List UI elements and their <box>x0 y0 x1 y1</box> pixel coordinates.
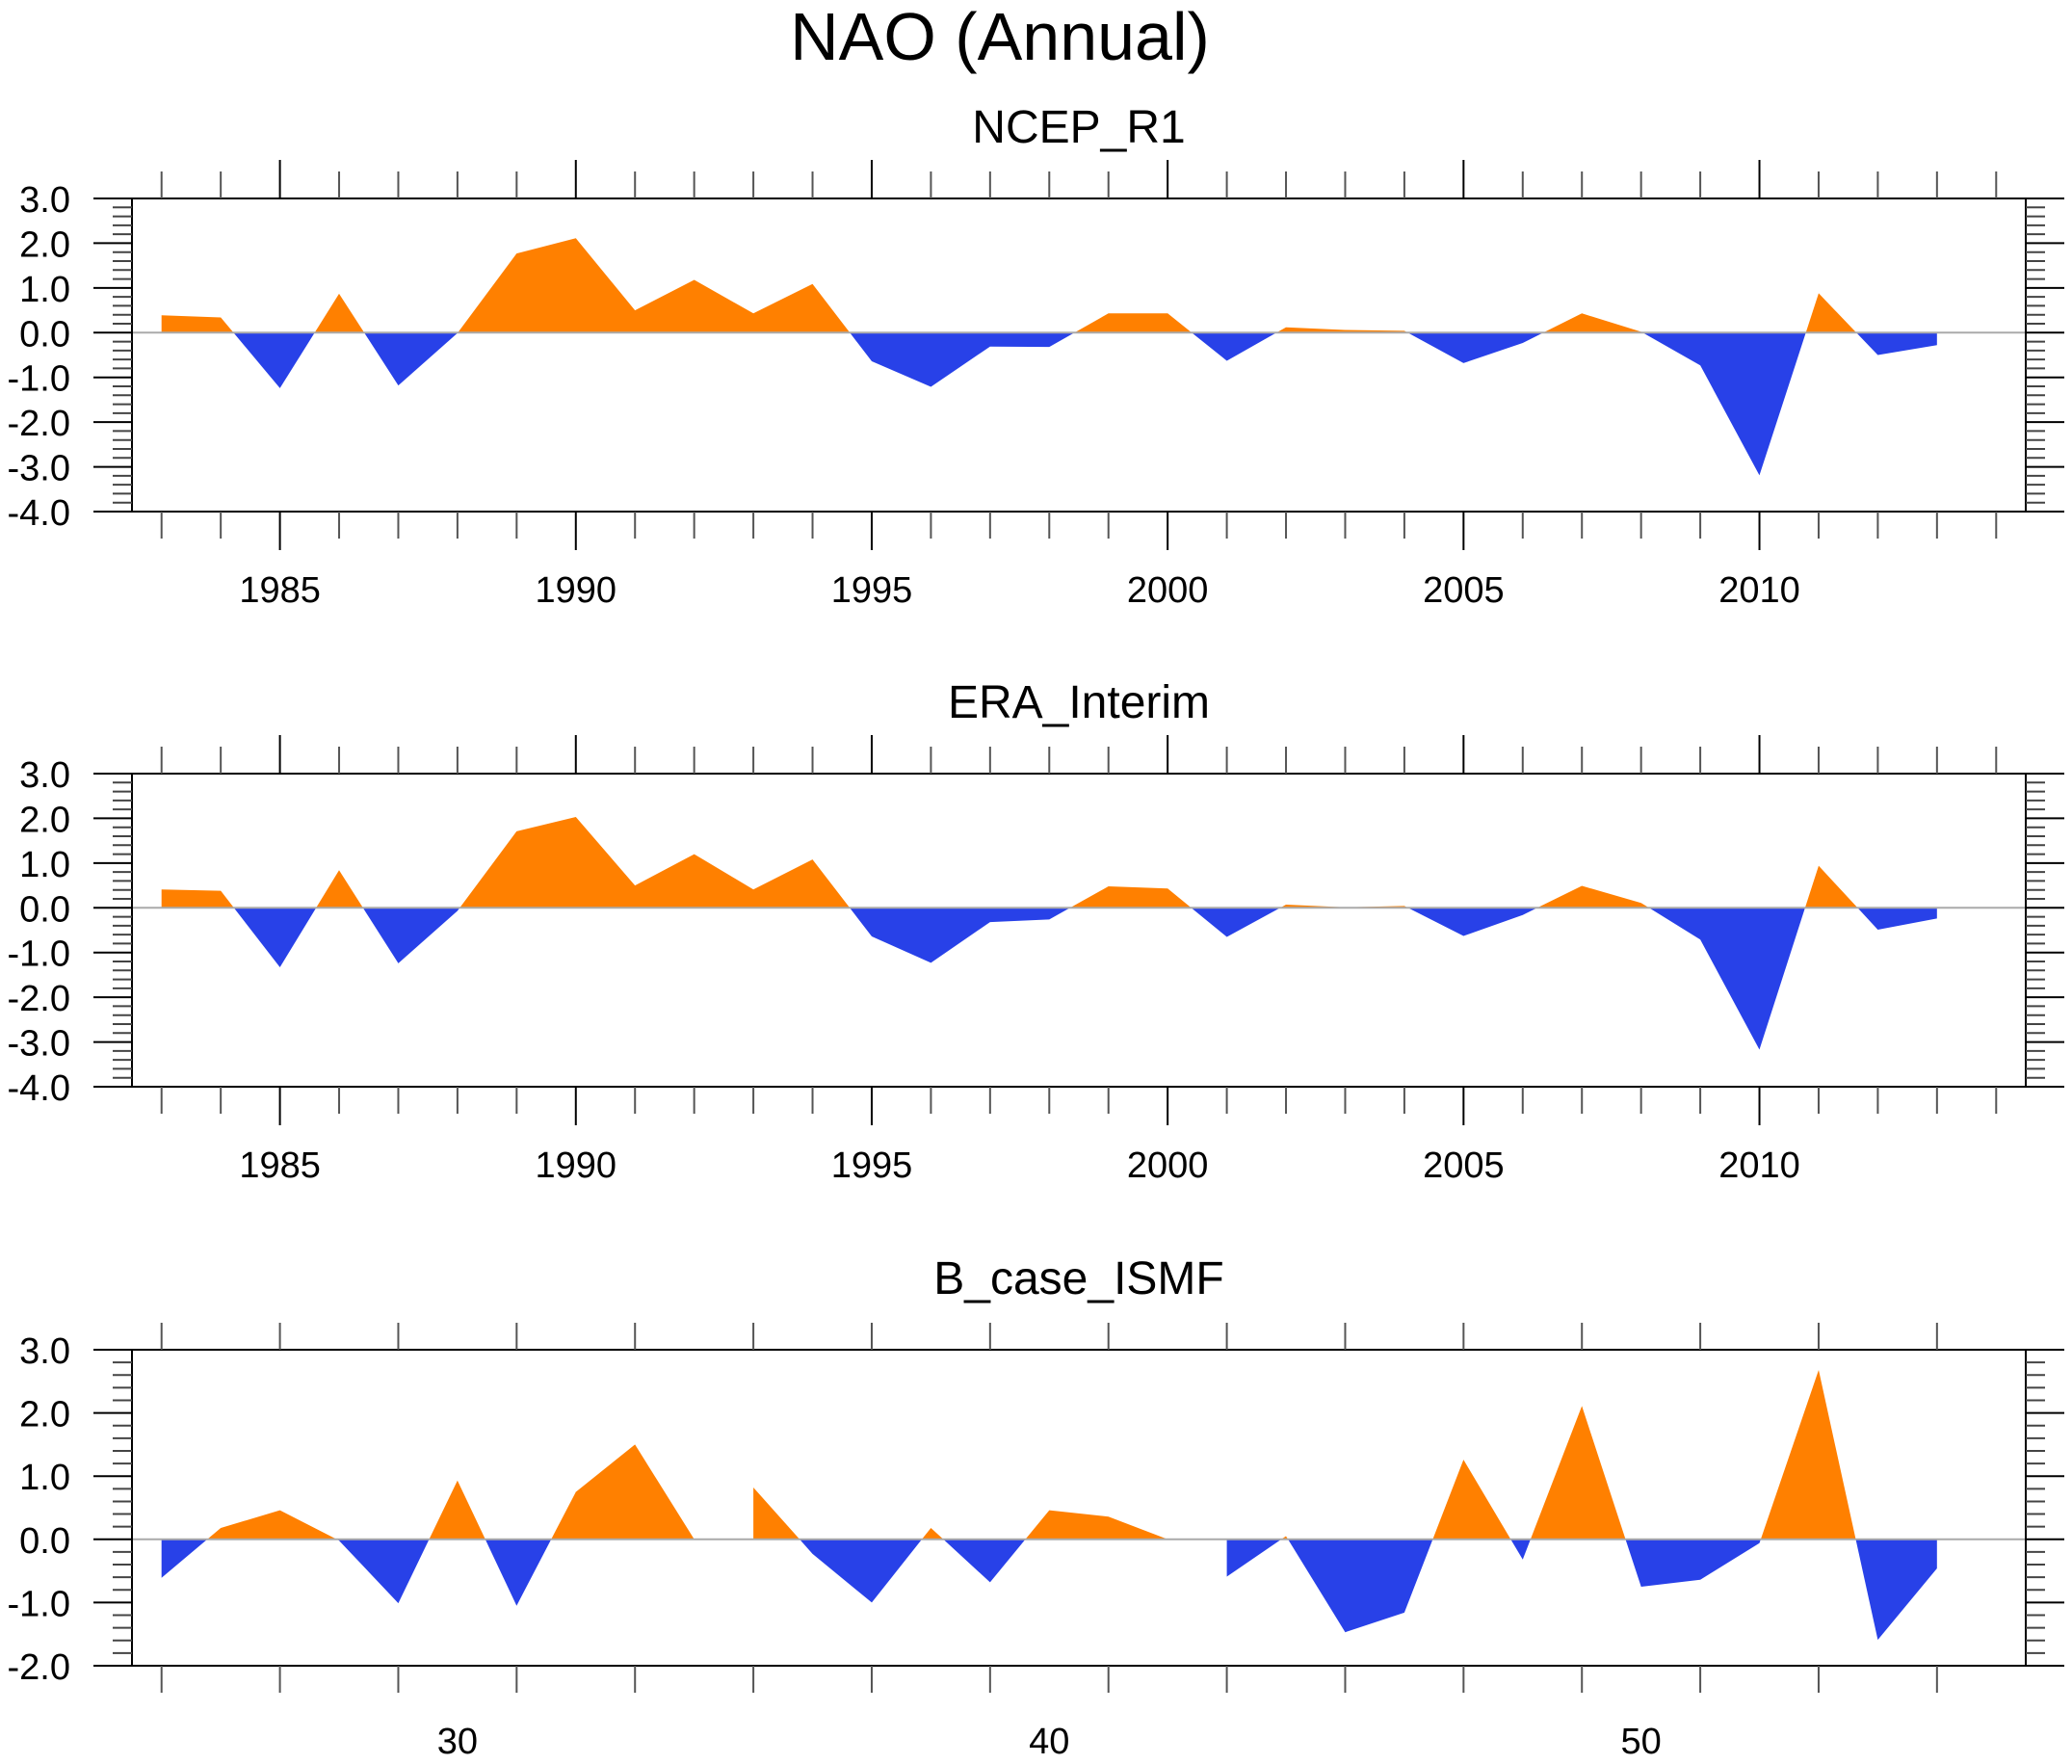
x-tick-label: 2000 <box>1127 570 1209 611</box>
y-tick-label: 3.0 <box>19 755 70 796</box>
negative-area <box>1648 908 1805 1050</box>
y-tick-label: 3.0 <box>19 180 70 221</box>
y-tick-label: 1.0 <box>19 270 70 310</box>
negative-area <box>1407 332 1544 363</box>
positive-area <box>1536 885 1649 908</box>
negative-area <box>1642 332 1806 476</box>
negative-area <box>1625 1539 1761 1587</box>
positive-area <box>459 817 851 908</box>
x-tick-label: 2005 <box>1423 1145 1505 1186</box>
y-tick-label: -3.0 <box>8 1024 70 1065</box>
positive-area <box>316 870 363 908</box>
negative-area <box>850 908 1070 963</box>
panel-ncep-r1: NCEP_R1 3.02.0 1.00.0-1.0-2.0 -3.0-4.0 1985 1… <box>8 102 2064 611</box>
positive-area <box>922 1528 944 1540</box>
x-tick-label: 1985 <box>239 570 321 611</box>
positive-area <box>314 293 365 333</box>
negative-area <box>1510 1539 1531 1560</box>
y-tick-label: -3.0 <box>8 449 70 489</box>
x-tick-label: 2010 <box>1718 570 1800 611</box>
negative-area <box>1226 1539 1282 1577</box>
positive-area <box>1805 293 1857 333</box>
y-tick-label: -2.0 <box>8 1647 70 1688</box>
y-tick-label: -2.0 <box>8 404 70 444</box>
negative-area <box>1288 1539 1433 1633</box>
y-tick-label: -1.0 <box>8 1584 70 1624</box>
positive-area <box>1432 1460 1511 1540</box>
y-tick-label: -2.0 <box>8 979 70 1019</box>
panel-subtitle: ERA_Interim <box>948 677 1210 728</box>
y-tick-label: 0.0 <box>19 889 70 930</box>
negative-area <box>336 1539 430 1604</box>
x-tick-label: 1990 <box>536 1145 617 1186</box>
y-tick-label: 0.0 <box>19 314 70 355</box>
negative-area <box>943 1539 1026 1583</box>
negative-area <box>1856 332 1937 355</box>
y-tick-label: 3.0 <box>19 1331 70 1372</box>
y-tick-label: 2.0 <box>19 224 70 265</box>
chart-title: NAO (Annual) <box>790 0 1210 74</box>
plot-frame <box>131 197 2027 513</box>
y-tick-label: 1.0 <box>19 1458 70 1498</box>
x-tick-label: 40 <box>1029 1722 1069 1762</box>
positive-area <box>1069 886 1192 908</box>
negative-area <box>161 1539 208 1578</box>
y-tick-label: -4.0 <box>8 1068 70 1109</box>
x-tick-label: 1995 <box>831 1145 913 1186</box>
positive-area <box>161 315 234 333</box>
negative-area <box>362 908 460 963</box>
x-tick-label: 1990 <box>536 570 617 611</box>
negative-area <box>1191 908 1281 937</box>
x-tick-label: 30 <box>437 1722 478 1762</box>
y-tick-label: -4.0 <box>8 493 70 534</box>
negative-area <box>233 908 317 967</box>
positive-area <box>1760 1370 1856 1540</box>
y-tick-label: 2.0 <box>19 800 70 840</box>
x-tick-label: 2000 <box>1127 1145 1209 1186</box>
positive-area <box>1543 313 1643 333</box>
y-tick-label: 0.0 <box>19 1521 70 1562</box>
positive-area <box>429 1480 485 1540</box>
x-tick-label: 2010 <box>1718 1145 1800 1186</box>
panel-era-interim: ERA_Interim 3.02.0 1.00.0 -1.0-2.0 -3.0-4.0 1… <box>8 677 2064 1186</box>
x-tick-label: 50 <box>1621 1722 1662 1762</box>
negative-area <box>233 332 315 388</box>
negative-area <box>800 1539 922 1603</box>
y-tick-label: -1.0 <box>8 935 70 975</box>
negative-area <box>850 332 1075 387</box>
panel-subtitle: NCEP_R1 <box>972 102 1185 153</box>
negative-area <box>364 332 459 386</box>
x-tick-label: 1985 <box>239 1145 321 1186</box>
plot-frame <box>131 1349 2027 1667</box>
panel-subtitle: B_case_ISMF <box>933 1253 1223 1304</box>
plot-frame <box>131 773 2027 1088</box>
positive-area <box>551 1444 695 1540</box>
y-tick-label: 2.0 <box>19 1395 70 1435</box>
positive-area <box>1530 1406 1626 1540</box>
negative-area <box>1192 332 1277 361</box>
positive-area <box>1276 327 1408 333</box>
positive-area <box>753 1488 800 1540</box>
negative-area <box>1855 1539 1937 1641</box>
negative-area <box>1407 908 1537 936</box>
positive-area <box>1804 865 1858 908</box>
positive-area <box>1025 1510 1168 1540</box>
positive-area <box>458 238 851 333</box>
x-tick-label: 1995 <box>831 570 913 611</box>
y-tick-label: -1.0 <box>8 359 70 400</box>
negative-area <box>1857 908 1937 930</box>
positive-area <box>161 889 234 908</box>
positive-area <box>207 1510 337 1540</box>
panel-b-case-ismf: B_case_ISMF 3.0 2.0 1.0 0.0 -1.0 -2.0 30 40 50 <box>8 1253 2064 1762</box>
negative-area <box>485 1539 552 1606</box>
positive-area <box>1074 313 1193 333</box>
x-tick-label: 2005 <box>1423 570 1505 611</box>
y-tick-label: 1.0 <box>19 845 70 885</box>
